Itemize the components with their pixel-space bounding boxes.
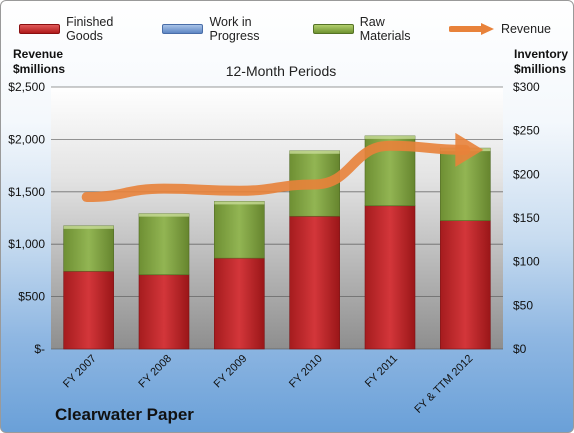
right-axis-tick-label: $200 [513, 167, 540, 181]
x-axis-tick-label: FY 2010 [287, 353, 325, 391]
bar-top-highlight [289, 150, 340, 154]
bar-raw-materials [214, 201, 265, 259]
revenue-arrow-swatch [447, 23, 495, 35]
bar-top-highlight [365, 135, 415, 139]
right-axis-tick-label: $100 [513, 255, 540, 269]
legend-item-revenue: Revenue [447, 22, 551, 36]
x-axis-tick-label: FY 2011 [363, 353, 400, 390]
right-axis-tick-label: $0 [513, 342, 527, 356]
legend-item-raw-materials: Raw Materials [312, 15, 427, 43]
legend-label-work-in-progress: Work in Progress [209, 15, 260, 43]
left-axis-tick-label: $1,000 [8, 237, 45, 251]
x-axis-tick-label: FY 2009 [212, 353, 250, 391]
left-axis-title: Revenue $millions [13, 47, 65, 77]
left-axis-tick-label: $2,000 [8, 132, 45, 146]
left-axis-tick-label: $1,500 [8, 185, 45, 199]
bar-finished-goods [138, 274, 190, 350]
legend-item-finished-goods: Finished Goods [19, 15, 140, 43]
company-name: Clearwater Paper [55, 405, 194, 424]
bar-raw-materials [138, 213, 190, 276]
right-axis-tick-label: $50 [513, 298, 533, 312]
x-axis-tick-label: FY 2007 [61, 353, 99, 391]
x-axis-tick-label: FY 2008 [136, 353, 174, 391]
plot-area [51, 87, 503, 349]
period-label: 12-Month Periods [226, 63, 337, 79]
right-axis-title: Inventory $millions [514, 47, 568, 77]
right-axis-title-line2: $millions [514, 62, 567, 76]
revenue-line [81, 140, 471, 203]
bar-top-highlight [139, 213, 189, 217]
bar-finished-goods [364, 205, 416, 350]
bar-finished-goods [289, 215, 340, 350]
left-axis-tick-label: $- [34, 342, 45, 356]
right-axis-title-line1: Inventory [514, 47, 569, 61]
bar-finished-goods [214, 257, 265, 350]
finished-goods-swatch [19, 24, 61, 34]
legend-label-revenue: Revenue [500, 22, 551, 36]
left-axis-tick-label: $2,500 [8, 80, 45, 94]
right-axis-tick-label: $150 [513, 211, 540, 225]
left-axis-tick-label: $500 [18, 290, 45, 304]
bar-raw-materials [63, 225, 114, 272]
left-axis-title-line2: $millions [13, 62, 66, 76]
revenue-arrowhead [455, 132, 484, 167]
left-axis-title-line1: Revenue [13, 47, 64, 61]
bar-finished-goods [63, 270, 114, 350]
legend: Finished Goods Work in Progress Raw Mate… [19, 15, 573, 43]
work-in-progress-swatch [162, 24, 204, 34]
legend-label-raw-materials: Raw Materials [359, 15, 411, 43]
raw-materials-swatch [312, 24, 354, 34]
right-axis-tick-label: $250 [513, 124, 540, 138]
right-axis-tick-label: $300 [513, 80, 540, 94]
legend-item-work-in-progress: Work in Progress [162, 15, 290, 43]
bar-top-highlight [214, 201, 265, 205]
bar-top-highlight [63, 225, 114, 229]
x-axis-tick-label: FY & TTM 2012 [412, 353, 475, 416]
legend-label-finished-goods: Finished Goods [66, 15, 114, 43]
bar-finished-goods [440, 220, 491, 350]
